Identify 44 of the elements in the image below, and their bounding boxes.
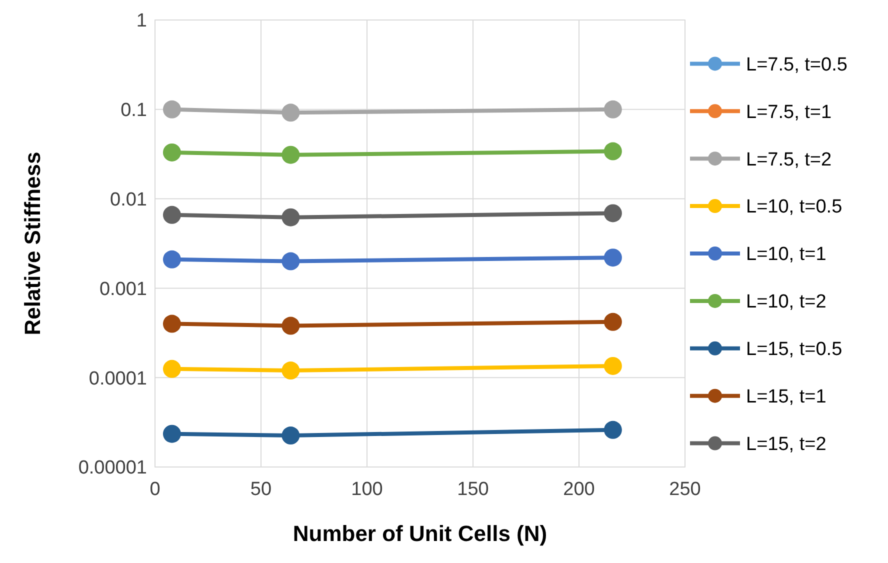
point <box>282 146 300 164</box>
point <box>162 360 181 378</box>
legend-label: L=15, t=2 <box>746 434 826 455</box>
x-tick-label: 0 <box>150 479 160 500</box>
point <box>604 356 622 375</box>
y-tick-label: 0.1 <box>120 100 147 122</box>
x-tick-label: 100 <box>351 479 383 500</box>
point <box>604 100 622 118</box>
point <box>604 142 622 160</box>
legend-label: L=7.5, t=0.5 <box>746 54 848 76</box>
point <box>162 424 181 443</box>
point <box>604 312 622 331</box>
legend-label: L=7.5, t=2 <box>746 149 832 170</box>
x-tick-label: 50 <box>250 479 272 500</box>
y-tick-label: 0.01 <box>110 189 147 210</box>
x-tick-label: 250 <box>669 479 701 500</box>
point <box>604 420 622 439</box>
point <box>282 208 300 226</box>
point <box>604 248 622 267</box>
y-axis-title: Relative Stiffness <box>20 152 45 336</box>
y-tick-label: 0.0001 <box>88 368 147 390</box>
y-tick-label: 0.00001 <box>78 458 147 479</box>
point <box>162 100 181 118</box>
point <box>604 204 622 222</box>
legend-label: L=15, t=0.5 <box>746 339 842 360</box>
point <box>282 362 300 380</box>
point <box>282 104 300 122</box>
point <box>162 250 181 268</box>
legend-label: L=10, t=2 <box>746 292 826 313</box>
point <box>162 143 181 162</box>
x-tick-label: 200 <box>563 479 595 500</box>
legend-label: L=10, t=0.5 <box>746 196 842 218</box>
point <box>282 252 300 270</box>
x-axis-title: Number of Unit Cells (N) <box>292 521 548 546</box>
x-tick-label: 150 <box>457 479 489 500</box>
legend-label: L=7.5, t=1 <box>746 102 832 123</box>
y-tick-label: 1 <box>136 10 147 32</box>
y-tick-label: 0.001 <box>99 278 147 300</box>
legend-label: L=15, t=1 <box>746 386 826 408</box>
point <box>162 206 181 224</box>
legend-label: L=10, t=1 <box>746 244 826 266</box>
point <box>162 314 181 333</box>
point <box>282 426 300 445</box>
point <box>282 316 300 335</box>
